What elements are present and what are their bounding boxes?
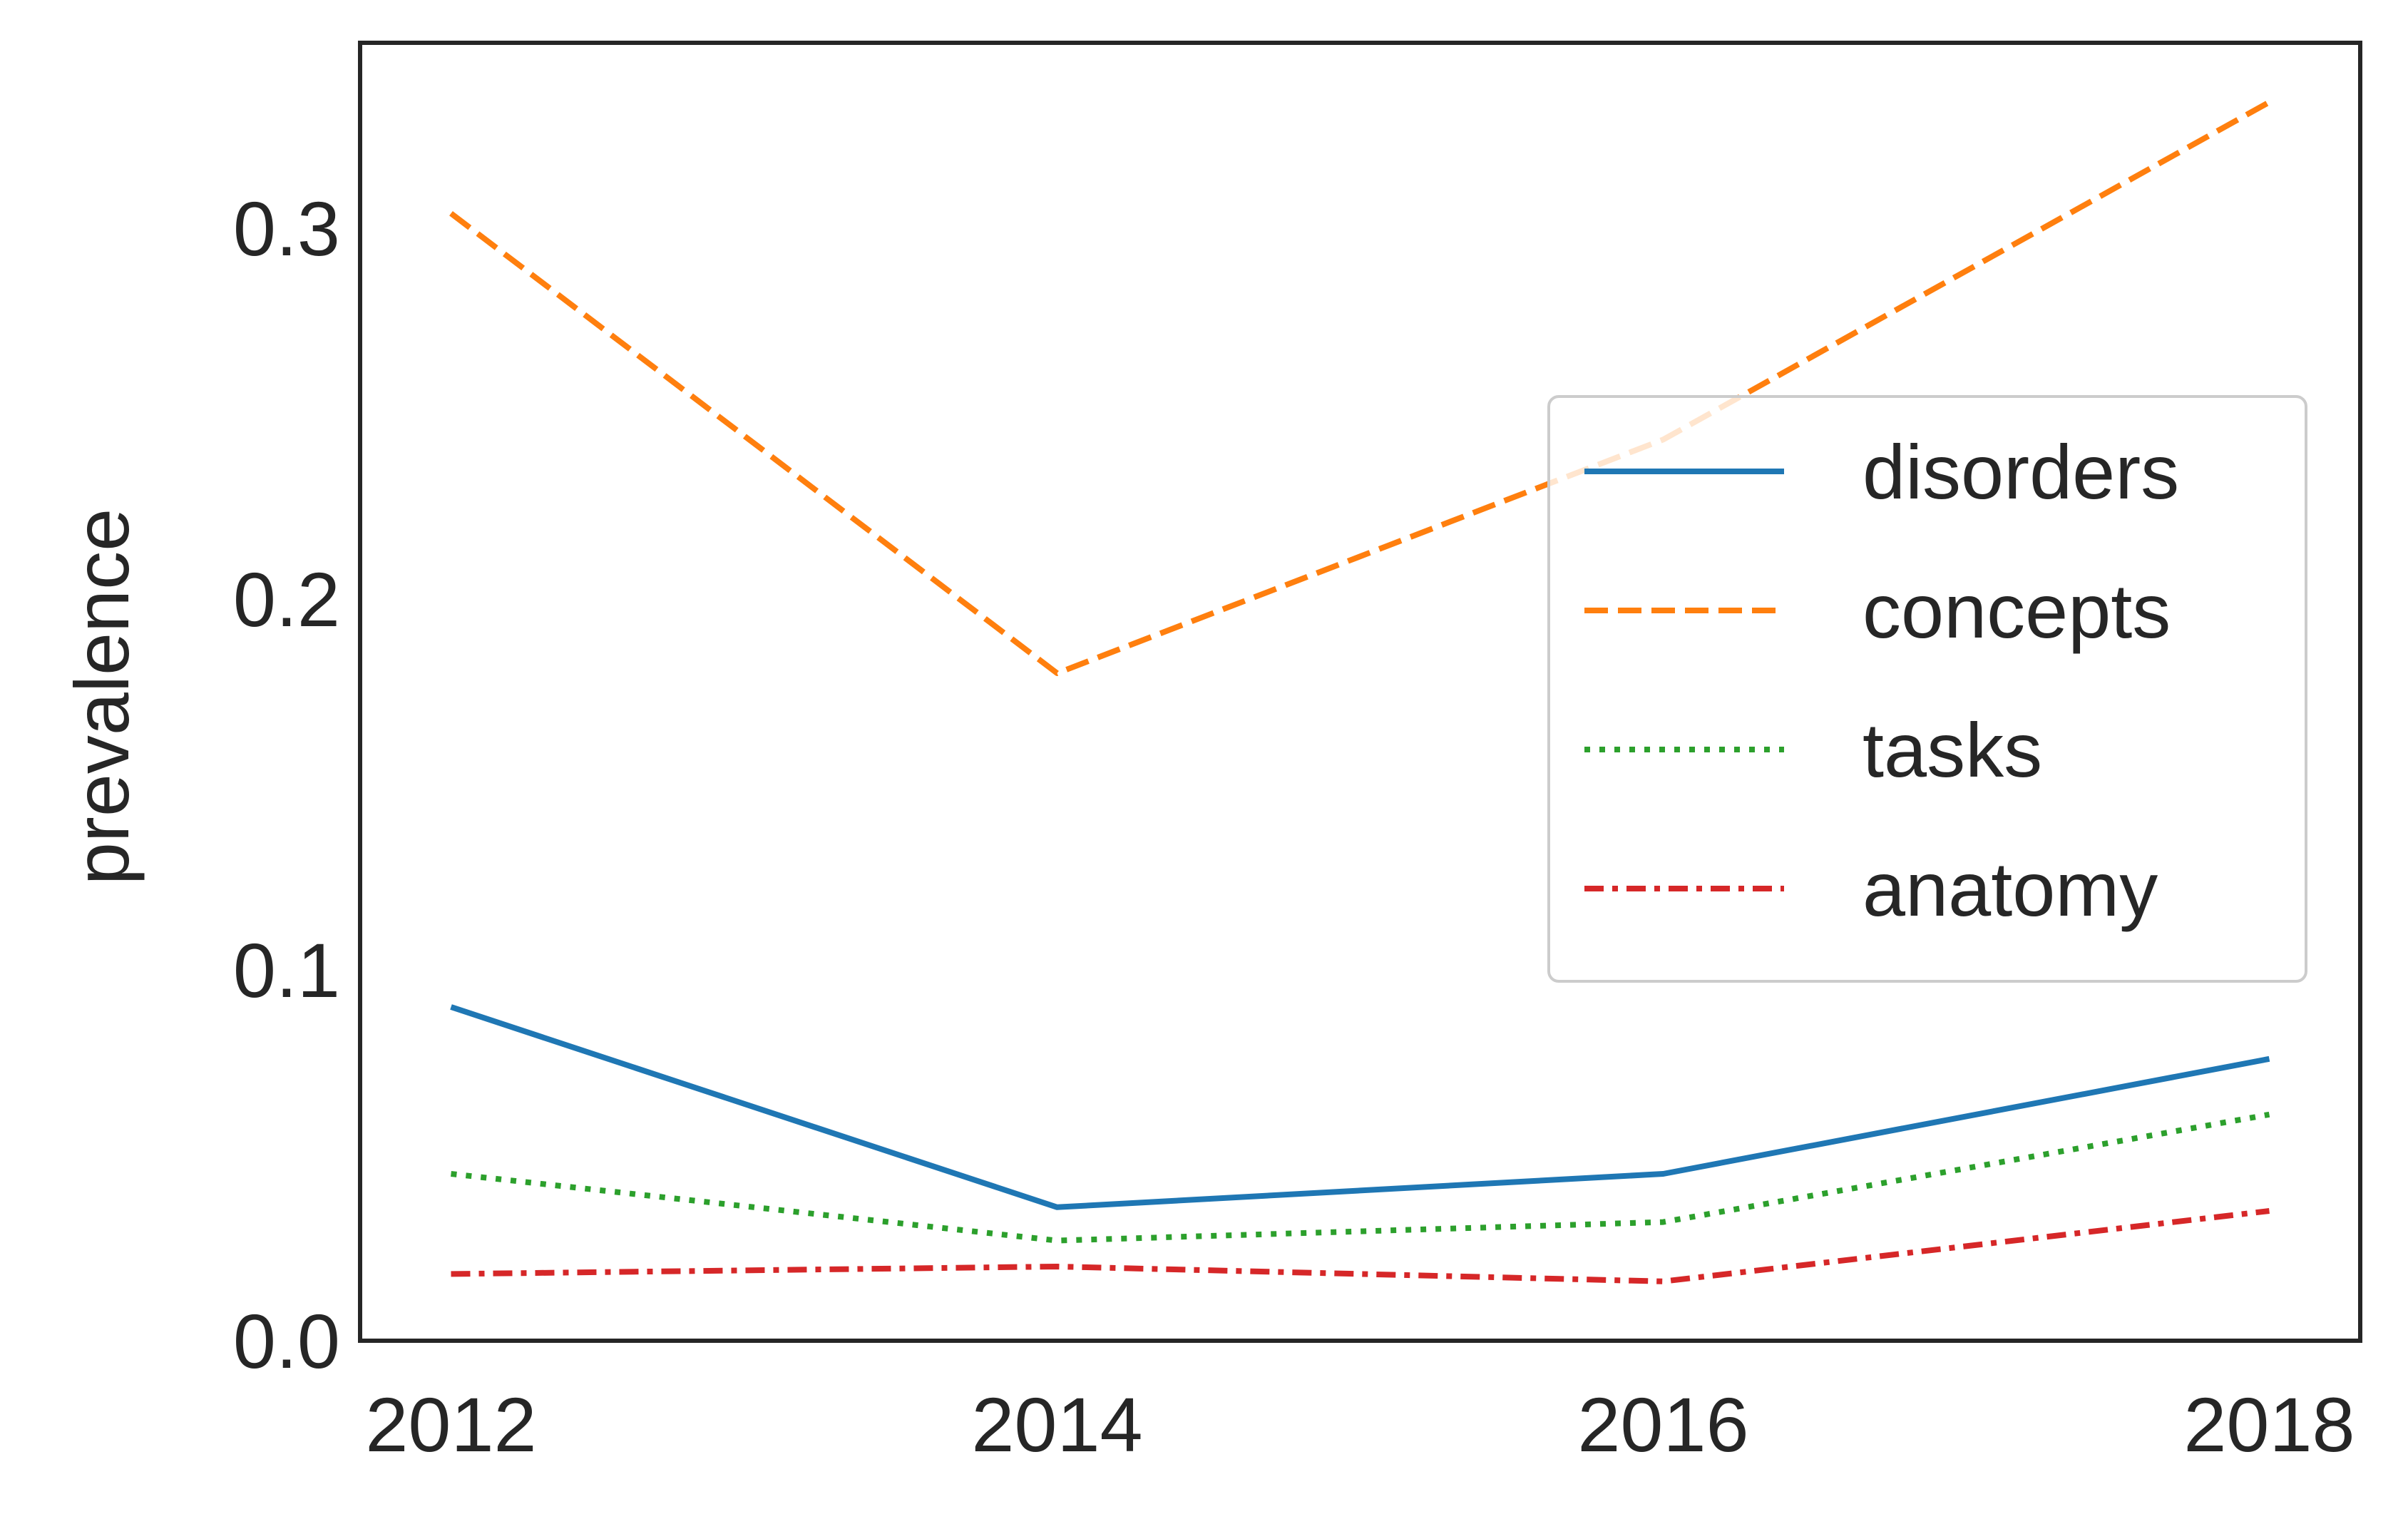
x-axis-ticks: 2012 2014 2016 2018 [365,1381,2355,1468]
series-line-concepts [449,99,2271,676]
y-tick-label: 0.3 [233,185,340,272]
legend-label-disorders: disorders [1863,429,2179,515]
legend-label-concepts: concepts [1863,568,2171,654]
series-lines [449,99,2271,1284]
plot-area-frame [358,41,2362,1343]
y-tick-label: 0.2 [233,556,340,643]
y-axis-ticks: 0.0 0.1 0.2 0.3 [233,185,340,1384]
x-tick-label: 2018 [2183,1381,2355,1468]
x-tick-label: 2014 [971,1381,1142,1468]
series-line-tasks [451,1111,2270,1244]
legend-box [1547,395,2307,983]
y-tick-label: 0.0 [233,1298,340,1384]
series-line-anatomy [451,1208,2270,1284]
series-line-disorders [450,1004,2270,1210]
legend: disorders concepts tasks anatomy [1547,395,2307,983]
y-tick-label: 0.1 [233,927,340,1013]
legend-label-anatomy: anatomy [1863,846,2158,932]
legend-label-tasks: tasks [1863,707,2042,793]
y-axis-title: prevalence [58,508,145,885]
x-tick-label: 2016 [1577,1381,1748,1468]
x-tick-label: 2012 [365,1381,536,1468]
